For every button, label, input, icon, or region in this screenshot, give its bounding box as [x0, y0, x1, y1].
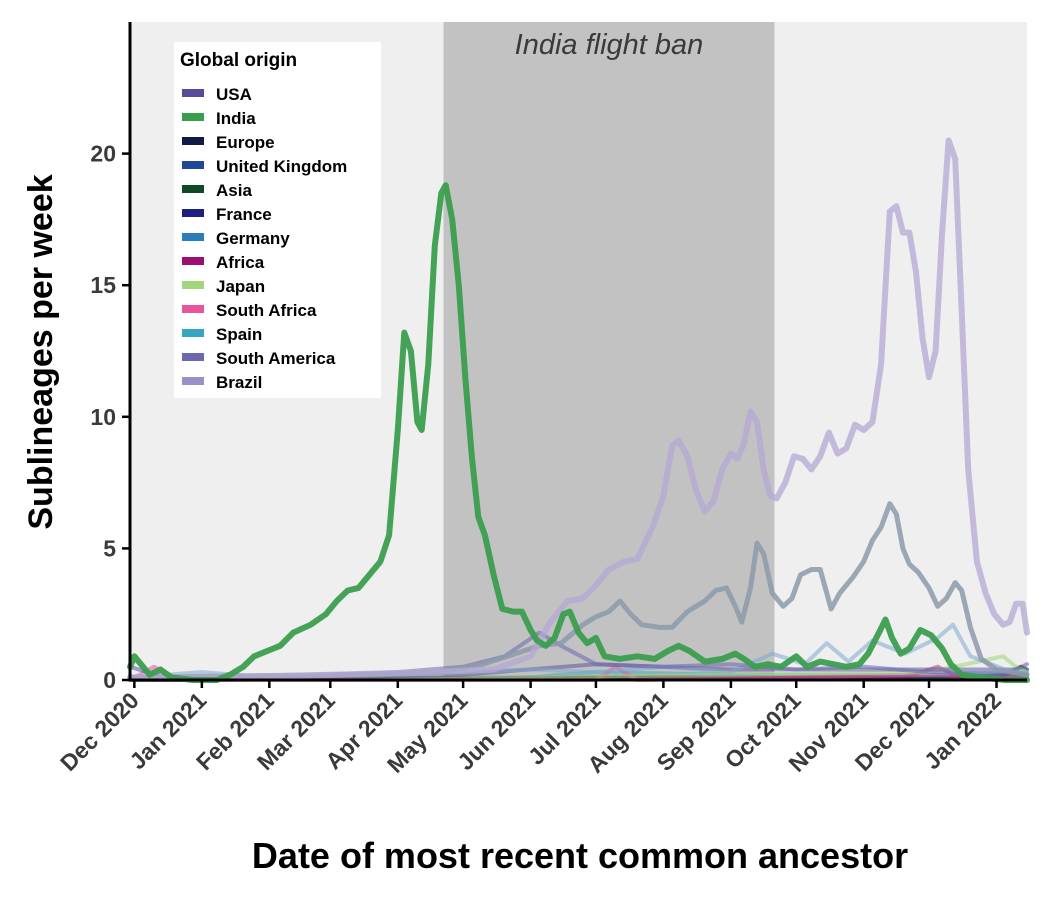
legend-label: India	[216, 109, 256, 128]
legend-label: Japan	[216, 277, 265, 296]
y-tick-label: 10	[90, 404, 116, 430]
legend-label: France	[216, 205, 272, 224]
shaded-region-label: India flight ban	[515, 29, 704, 61]
legend-swatch	[182, 377, 204, 385]
legend-swatch	[182, 329, 204, 337]
legend-label: USA	[216, 85, 252, 104]
legend-swatch	[182, 89, 204, 97]
y-tick-label: 5	[103, 535, 116, 561]
legend-box	[174, 42, 381, 398]
legend-label: Europe	[216, 133, 275, 152]
legend-label: United Kingdom	[216, 157, 347, 176]
legend-swatch	[182, 209, 204, 217]
legend: Global origin USA India Europe United Kingd…	[174, 42, 381, 398]
series-lines	[127, 137, 1030, 683]
legend-items: USA India Europe United Kingdom Asia France Ge…	[182, 85, 347, 392]
legend-swatch	[182, 161, 204, 169]
y-axis-title: Sublineages per week	[22, 174, 60, 529]
legend-swatch	[182, 137, 204, 145]
series-line-india	[127, 182, 1030, 683]
legend-swatch	[182, 257, 204, 265]
x-axis-title: Date of most recent common ancestor	[252, 835, 908, 876]
legend-swatch	[182, 305, 204, 313]
legend-label: Brazil	[216, 373, 262, 392]
legend-label: Spain	[216, 325, 262, 344]
y-axis-ticks: 0 5 10 15 20	[90, 141, 130, 693]
series-line-united-kingdom	[127, 501, 1030, 680]
legend-title: Global origin	[180, 50, 297, 71]
legend-label: South Africa	[216, 301, 317, 320]
legend-label: Africa	[216, 253, 265, 272]
legend-label: South America	[216, 349, 336, 368]
y-tick-label: 0	[103, 667, 116, 693]
series-line-brazil	[127, 137, 1030, 681]
legend-swatch	[182, 353, 204, 361]
legend-swatch	[182, 113, 204, 121]
legend-label: Germany	[216, 229, 290, 248]
legend-swatch	[182, 185, 204, 193]
legend-swatch	[182, 281, 204, 289]
legend-label: Asia	[216, 181, 252, 200]
y-tick-label: 15	[90, 272, 116, 298]
legend-swatch	[182, 233, 204, 241]
y-tick-label: 20	[90, 141, 116, 167]
